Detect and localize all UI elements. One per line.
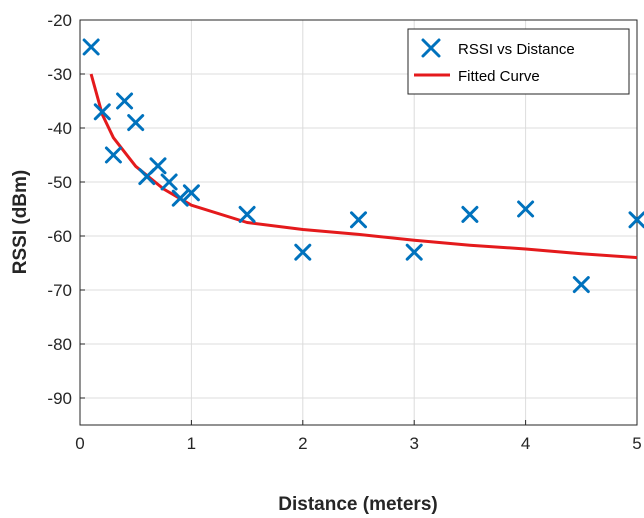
data-point bbox=[116, 92, 134, 110]
data-point bbox=[517, 200, 535, 218]
y-tick-label: -40 bbox=[47, 119, 72, 138]
data-point bbox=[127, 114, 145, 132]
scatter-layer bbox=[82, 38, 644, 294]
data-point bbox=[461, 205, 479, 223]
data-point bbox=[93, 103, 111, 121]
y-axis-title: RSSI (dBm) bbox=[10, 170, 31, 275]
legend-curve-label: Fitted Curve bbox=[458, 68, 540, 85]
y-tick-label: -80 bbox=[47, 335, 72, 354]
legend: RSSI vs Distance Fitted Curve bbox=[407, 28, 630, 95]
x-tick-label: 1 bbox=[187, 434, 196, 453]
legend-scatter-label: RSSI vs Distance bbox=[458, 41, 575, 58]
y-tick-label: -50 bbox=[47, 173, 72, 192]
y-tick-label: -60 bbox=[47, 227, 72, 246]
x-tick-label: 4 bbox=[521, 434, 530, 453]
data-point bbox=[82, 38, 100, 56]
data-point bbox=[238, 205, 256, 223]
data-point bbox=[182, 184, 200, 202]
x-tick-label: 0 bbox=[75, 434, 84, 453]
data-point bbox=[160, 173, 178, 191]
data-point bbox=[405, 243, 423, 261]
x-tick-label: 2 bbox=[298, 434, 307, 453]
data-point bbox=[171, 189, 189, 207]
ticks: 0 1 2 3 4 5 -90 -80 -70 -60 -50 -40 -30 -20 bbox=[47, 11, 641, 453]
fitted-curve-line bbox=[89, 73, 638, 260]
fitted-curve-layer bbox=[89, 73, 638, 260]
x-axis-title: Distance (meters) bbox=[278, 494, 437, 515]
y-tick-label: -90 bbox=[47, 389, 72, 408]
x-tick-label: 3 bbox=[409, 434, 418, 453]
y-tick-label: -70 bbox=[47, 281, 72, 300]
legend-box bbox=[407, 28, 630, 95]
legend-scatter-marker bbox=[421, 38, 441, 58]
y-tick-label: -30 bbox=[47, 65, 72, 84]
data-point bbox=[294, 243, 312, 261]
x-tick-label: 5 bbox=[632, 434, 641, 453]
y-tick-label: -20 bbox=[47, 11, 72, 30]
data-point bbox=[149, 157, 167, 175]
data-point bbox=[104, 146, 122, 164]
data-point bbox=[572, 276, 590, 294]
data-point bbox=[628, 211, 644, 229]
data-point bbox=[350, 211, 367, 229]
plot-frame bbox=[79, 19, 638, 426]
